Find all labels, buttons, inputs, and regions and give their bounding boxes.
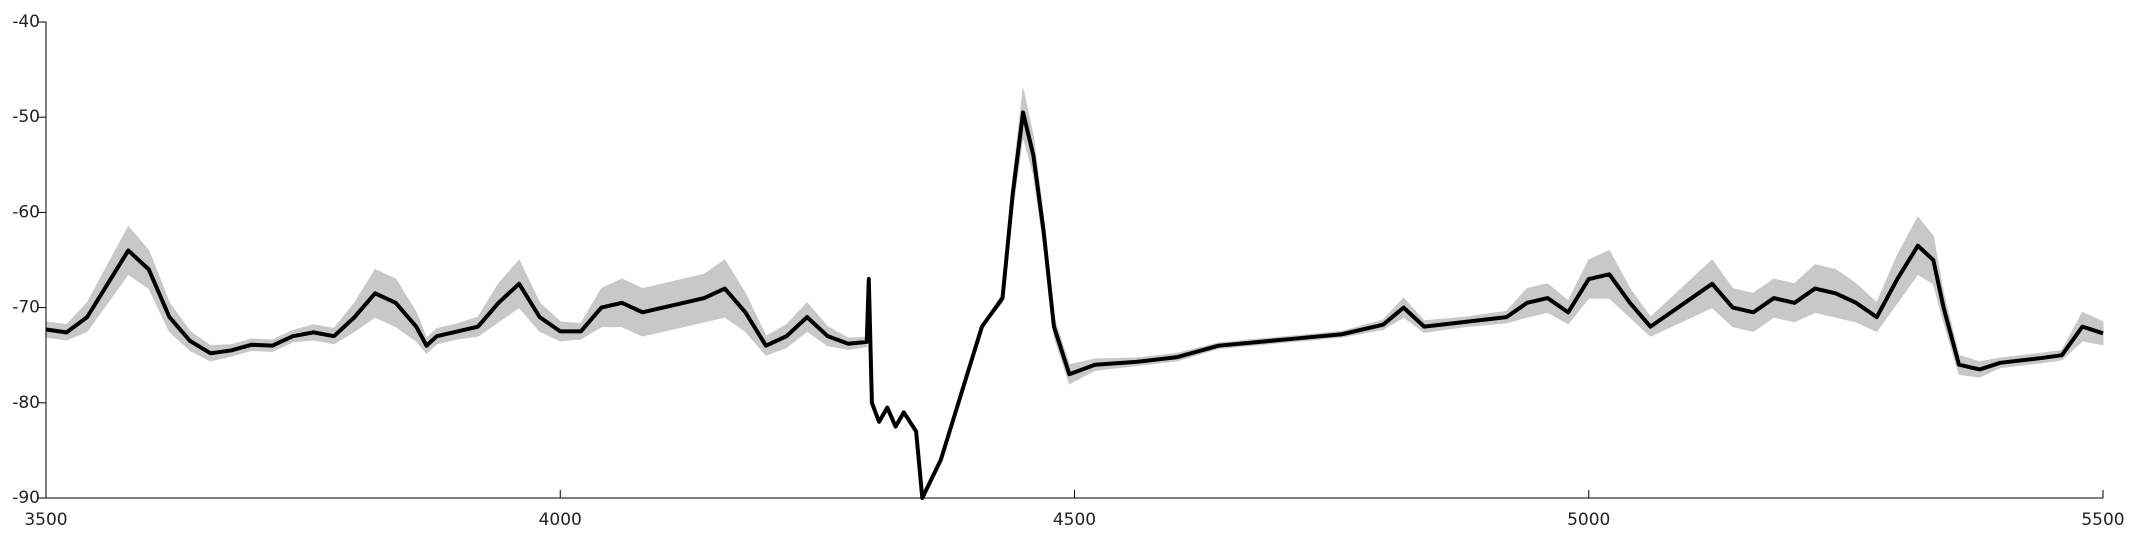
y-tick-label: -50 — [12, 107, 40, 127]
y-tick-label: -40 — [12, 12, 40, 32]
y-tick-label: -60 — [12, 202, 40, 222]
y-tick-label: -90 — [12, 488, 40, 508]
x-tick-label: 3500 — [24, 510, 67, 530]
y-tick-label: -80 — [12, 393, 40, 413]
data-line — [45, 110, 2104, 500]
x-tick-label: 4500 — [1053, 510, 1096, 530]
x-tick-label: 5500 — [2081, 510, 2124, 530]
y-tick-label: -70 — [12, 298, 40, 318]
x-tick-label: 5000 — [1567, 510, 1610, 530]
x-tick-label: 4000 — [539, 510, 582, 530]
error-band — [45, 88, 2104, 500]
